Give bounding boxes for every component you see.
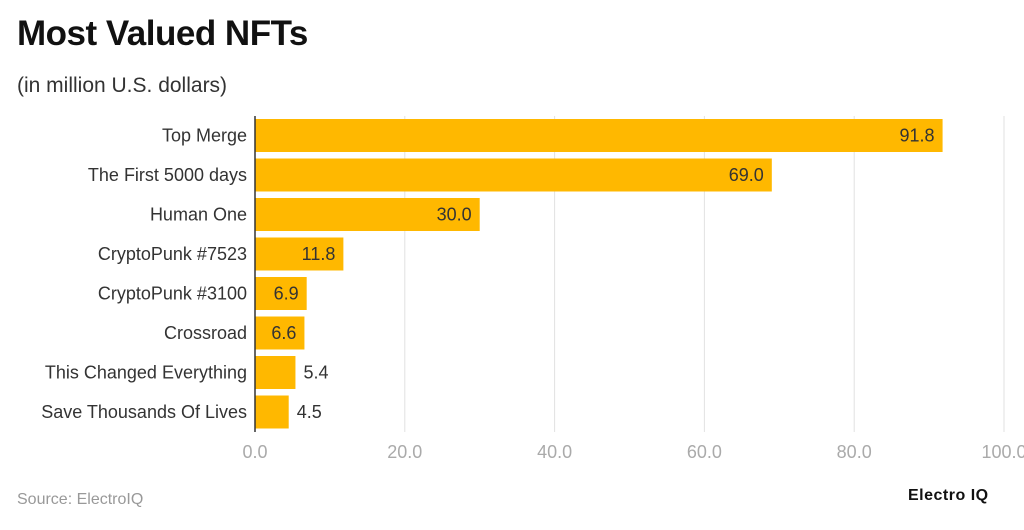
value-label: 6.6 xyxy=(271,323,296,343)
x-tick-label: 80.0 xyxy=(837,442,872,462)
x-tick-label: 100.0 xyxy=(981,442,1024,462)
x-tick-label: 60.0 xyxy=(687,442,722,462)
chart-title: Most Valued NFTs xyxy=(17,14,308,53)
value-label: 30.0 xyxy=(437,205,472,225)
bar xyxy=(255,198,480,231)
value-label: 69.0 xyxy=(729,165,764,185)
x-tick-label: 40.0 xyxy=(537,442,572,462)
x-tick-label: 20.0 xyxy=(387,442,422,462)
category-label: CryptoPunk #7523 xyxy=(98,244,247,264)
bar xyxy=(255,395,289,429)
source-note: Source: ElectroIQ xyxy=(17,491,144,508)
bar xyxy=(255,158,772,192)
value-label: 4.5 xyxy=(297,402,322,422)
category-label: Top Merge xyxy=(162,126,247,146)
bar xyxy=(255,237,344,271)
bar xyxy=(255,277,307,310)
value-label: 91.8 xyxy=(900,126,935,146)
value-label: 5.4 xyxy=(303,363,328,383)
category-label: Crossroad xyxy=(164,323,247,343)
bar xyxy=(255,119,943,152)
bar xyxy=(255,316,305,350)
category-label: CryptoPunk #3100 xyxy=(98,284,247,304)
value-label: 6.9 xyxy=(274,284,299,304)
category-label: This Changed Everything xyxy=(45,363,247,383)
x-tick-label: 0.0 xyxy=(242,442,267,462)
electroiq-logo: Electro IQ xyxy=(908,487,989,504)
category-label: Human One xyxy=(150,205,247,225)
value-label: 11.8 xyxy=(302,244,336,264)
chart-subtitle: (in million U.S. dollars) xyxy=(17,74,228,97)
category-label: Save Thousands Of Lives xyxy=(41,402,247,422)
bar xyxy=(255,356,296,389)
category-label: The First 5000 days xyxy=(88,165,247,185)
